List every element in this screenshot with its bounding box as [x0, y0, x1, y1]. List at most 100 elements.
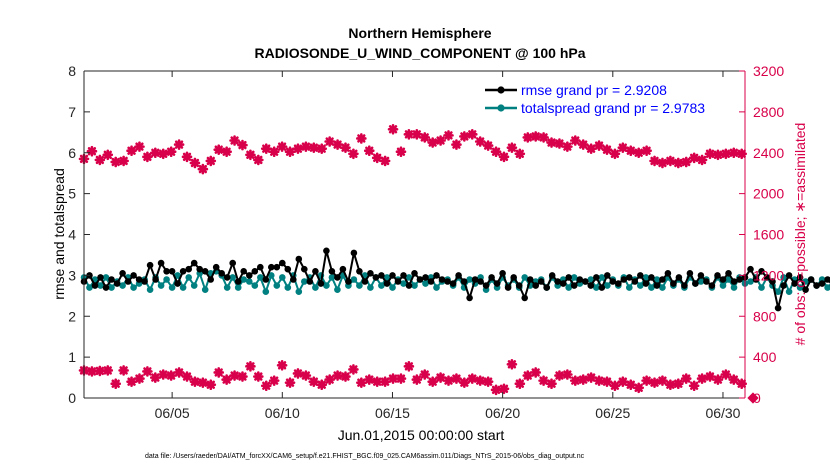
obs-marker: [150, 147, 161, 159]
data-point: [400, 272, 407, 279]
data-point: [301, 265, 308, 273]
obs-marker: [633, 382, 644, 394]
y-right-axis-label: # of obs: o=possible; ∗=assimilated: [792, 123, 808, 346]
obs-marker: [102, 149, 114, 161]
data-point: [405, 282, 413, 289]
data-point: [769, 278, 776, 285]
data-point: [257, 263, 264, 271]
data-point: [367, 284, 374, 291]
data-point: [295, 288, 303, 296]
obs-marker: [625, 145, 637, 157]
obs-marker: [712, 149, 724, 161]
obs-marker: [490, 146, 502, 158]
data-point: [97, 274, 104, 281]
data-point: [730, 278, 738, 285]
data-point: [615, 280, 622, 287]
obs-marker: [363, 145, 375, 157]
obs-marker: [569, 375, 581, 386]
data-point: [774, 288, 782, 296]
obs-marker: [593, 375, 605, 386]
obs-marker: [443, 130, 454, 141]
data-point: [697, 278, 705, 285]
obs-marker: [197, 163, 209, 175]
data-point: [119, 282, 126, 289]
data-point: [598, 284, 606, 291]
data-point: [301, 278, 308, 285]
data-point: [807, 276, 815, 283]
data-point: [405, 274, 413, 281]
obs-marker: [126, 145, 137, 157]
obs-marker: [530, 367, 541, 378]
data-point: [637, 282, 644, 289]
data-point: [747, 265, 754, 273]
data-point: [725, 270, 732, 277]
data-point: [190, 282, 198, 289]
obs-marker: [514, 378, 526, 389]
y-tick-label: 2: [68, 308, 76, 324]
data-point: [207, 276, 214, 283]
obs-marker: [673, 157, 684, 169]
data-point: [493, 280, 501, 287]
obs-marker: [268, 146, 280, 158]
obs-marker: [451, 373, 462, 384]
obs-marker: [649, 377, 660, 388]
data-point: [593, 274, 600, 281]
obs-marker: [332, 139, 343, 150]
obs-marker: [435, 135, 446, 146]
data-point: [438, 276, 446, 283]
y-right-tick-label: 3200: [753, 63, 784, 79]
obs-marker: [316, 379, 328, 391]
data-point: [130, 272, 137, 279]
data-point: [141, 278, 148, 285]
data-point: [185, 274, 192, 281]
data-point: [477, 278, 484, 285]
obs-marker: [189, 376, 201, 387]
obs-marker: [649, 155, 660, 167]
x-ticks: 06/05 06/10 06/15 06/20 06/25 06/30: [155, 71, 741, 421]
data-point: [234, 284, 242, 291]
data-point: [444, 278, 451, 285]
data-point: [576, 276, 584, 283]
obs-marker: [276, 359, 288, 371]
obs-marker: [110, 156, 121, 168]
data-point: [251, 268, 259, 275]
y-tick-label: 3: [68, 267, 76, 283]
chart-subtitle: RADIOSONDE_U_WIND_COMPONENT @ 100 hPa: [254, 45, 585, 61]
data-point: [587, 282, 595, 289]
data-point: [648, 274, 655, 281]
data-point: [389, 284, 396, 291]
obs-marker: [625, 379, 637, 391]
data-point: [350, 276, 358, 283]
obs-marker: [609, 148, 621, 160]
obs-marker: [86, 145, 98, 157]
data-point: [108, 284, 115, 291]
y-right-tick-label: 1600: [753, 227, 784, 243]
data-point: [802, 286, 809, 294]
obs-marker: [459, 131, 470, 142]
obs-marker: [348, 364, 359, 375]
data-point: [323, 282, 330, 289]
data-point: [223, 284, 231, 291]
data-point: [692, 280, 699, 287]
data-point: [383, 280, 391, 287]
data-point: [758, 284, 765, 291]
data-point: [422, 280, 429, 287]
data-point: [163, 268, 170, 275]
data-point: [130, 284, 137, 291]
data-point: [279, 259, 286, 267]
data-point: [102, 274, 110, 281]
obs-marker: [142, 366, 153, 377]
data-point: [157, 259, 165, 267]
obs-marker: [379, 376, 391, 387]
obs-marker: [110, 378, 121, 389]
data-point: [736, 276, 743, 283]
data-point: [328, 268, 336, 275]
obs-marker: [427, 376, 438, 387]
data-point: [587, 276, 595, 283]
data-point: [824, 284, 830, 291]
obs-marker: [459, 377, 470, 388]
obs-marker: [680, 156, 692, 168]
data-point: [361, 278, 369, 285]
data-point: [212, 263, 220, 271]
obs-marker: [585, 372, 597, 383]
